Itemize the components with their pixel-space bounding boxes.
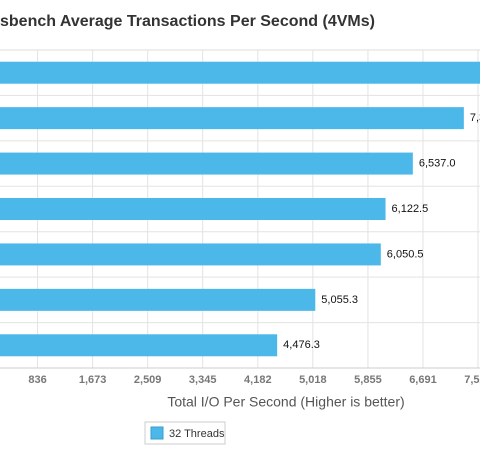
x-tick-label: 2,509 — [134, 374, 162, 386]
legend-box — [144, 421, 226, 445]
x-tick-label: 5,018 — [299, 374, 327, 386]
x-tick-label: 1,673 — [79, 374, 107, 386]
x-tick-label: 7,527 — [464, 374, 480, 386]
x-tick-label: 5,855 — [354, 374, 382, 386]
legend-label: 32 Threads — [169, 428, 225, 440]
legend-swatch — [150, 426, 164, 440]
x-axis-label: Total I/O Per Second (Higher is better) — [167, 394, 404, 410]
bar — [0, 288, 316, 311]
bar — [0, 334, 278, 357]
value-label: 6,537.0 — [419, 157, 456, 169]
x-tick-label: 3,345 — [189, 374, 217, 386]
x-tick-label: 4,182 — [244, 374, 272, 386]
value-label: 5,055.3 — [321, 294, 358, 306]
x-tick-label: 836 — [28, 374, 46, 386]
value-label: 6,122.5 — [392, 203, 429, 215]
value-label: 6,050.5 — [387, 248, 424, 260]
bar — [0, 152, 413, 175]
chart-title: sbench Average Transactions Per Second (… — [0, 13, 375, 30]
value-label: 4,476.3 — [283, 339, 320, 351]
bar — [0, 198, 386, 220]
bar — [0, 107, 464, 130]
bar — [0, 243, 381, 266]
value-label: 7,312.0 — [470, 112, 480, 124]
x-tick-label: 6,691 — [409, 374, 437, 386]
bar — [0, 61, 480, 84]
